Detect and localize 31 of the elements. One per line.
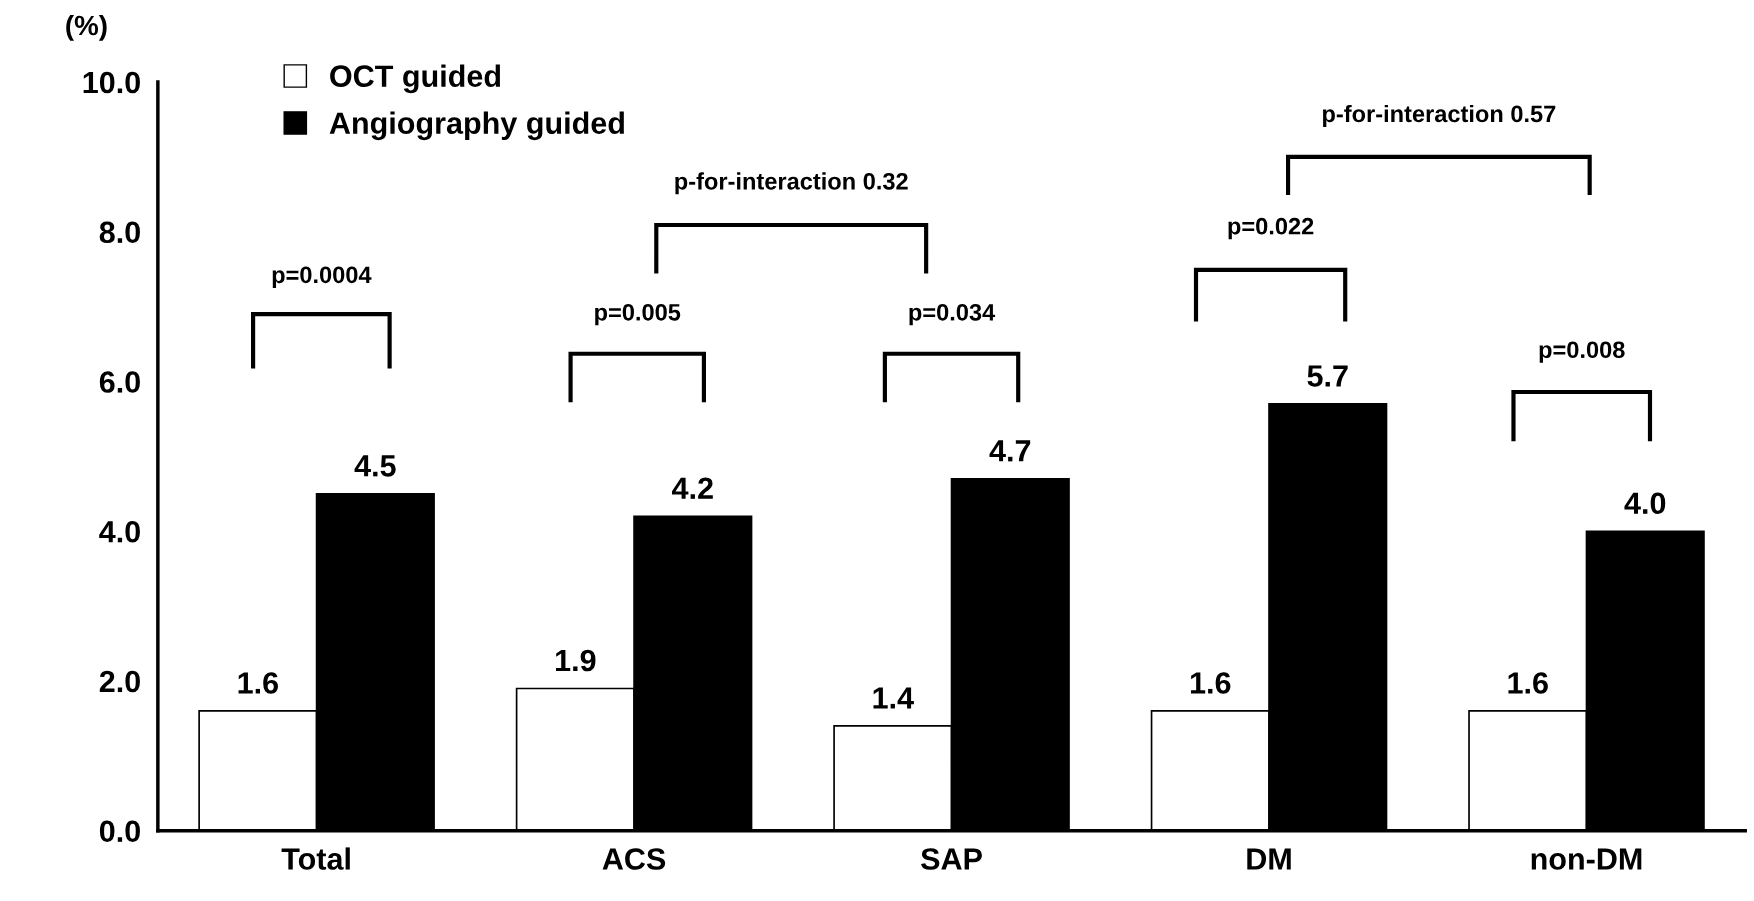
data-label: 1.6 (1508, 672, 1548, 694)
annotation: p=0.034 (909, 303, 996, 326)
x-tick-label: DM (1247, 848, 1291, 870)
legend-label: OCT guided (330, 64, 501, 94)
data-label: 1.4 (873, 687, 914, 709)
y-tick-label: 4.0 (99, 520, 140, 543)
y-tick-label: 0.0 (99, 820, 140, 843)
y-tick-label: 8.0 (99, 221, 140, 244)
data-label: 1.6 (1190, 672, 1231, 694)
annotation: p-for-interaction 0.57 (1323, 104, 1556, 127)
data-label: 1.9 (556, 649, 596, 672)
annotation: p=0.005 (595, 303, 681, 326)
x-tick-label: SAP (921, 848, 982, 870)
data-label: 4.0 (1624, 492, 1666, 515)
data-label: 1.6 (238, 672, 278, 694)
legend-label: Angiography guided (329, 111, 624, 141)
x-tick-label: Total (281, 847, 350, 870)
data-label: 4.2 (672, 477, 713, 499)
x-tick-label: non-DM (1531, 848, 1642, 870)
data-label: 4.7 (989, 440, 1031, 462)
x-tick-label: ACS (602, 848, 666, 870)
annotation: p=0.022 (1228, 217, 1314, 240)
data-label: 5.7 (1307, 365, 1348, 387)
annotation: p=0.008 (1539, 341, 1625, 363)
annotation: p-for-interaction 0.32 (675, 172, 908, 195)
annotation: p=0.0004 (272, 266, 372, 288)
y-tick-label: 2.0 (99, 670, 140, 693)
y-axis-title: (%) (66, 14, 107, 41)
data-label: 4.5 (354, 455, 396, 477)
y-tick-label: 6.0 (99, 371, 140, 393)
y-tick-label: 10.0 (83, 71, 140, 94)
